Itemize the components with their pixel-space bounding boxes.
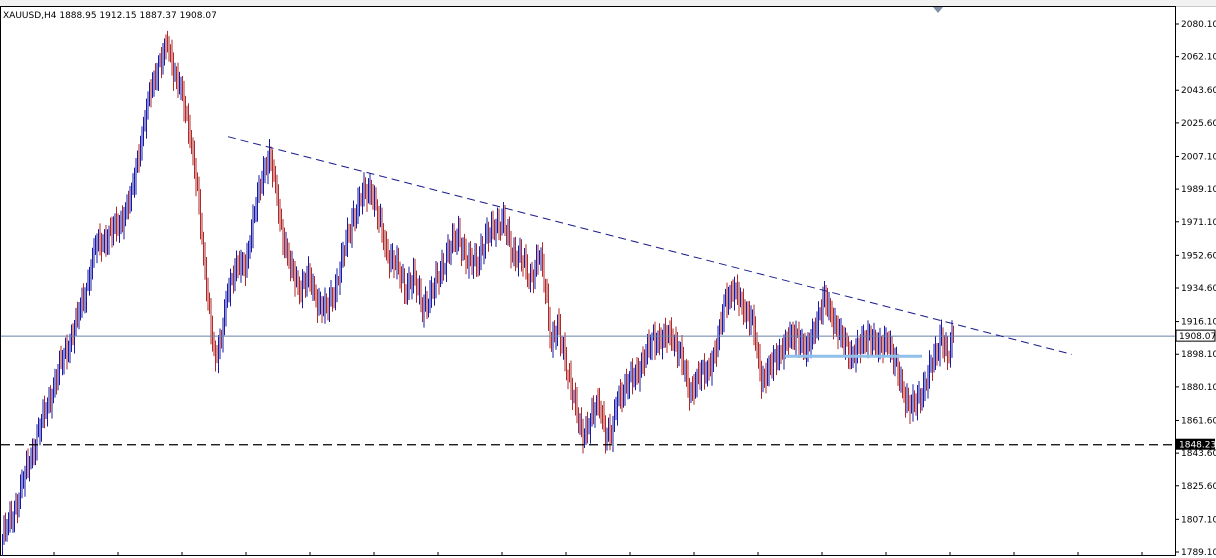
price-tick-label: 1861.60: [1181, 416, 1216, 426]
price-tick-label: 1807.10: [1181, 515, 1216, 525]
price-tick-label: 1916.10: [1181, 318, 1216, 328]
candles-group: [2, 30, 954, 556]
support-price-flag: [1176, 438, 1215, 450]
price-tick-label: 2007.10: [1181, 152, 1216, 162]
plot-frame: [0, 6, 1176, 556]
symbol-ohlc-header: XAUUSD,H4 1888.95 1912.15 1887.37 1908.0…: [3, 11, 217, 21]
price-tick-label: 2043.60: [1181, 86, 1216, 96]
price-tick-label: 2080.10: [1181, 20, 1216, 30]
time-axis-ticks: [53, 552, 1143, 555]
current-price-flag: [1175, 329, 1216, 342]
price-axis[interactable]: 2080.10 2062.10 2043.60 2025.60 2007.10 1989.…: [1175, 20, 1216, 558]
price-tick-label: 1880.10: [1181, 383, 1216, 393]
price-tick-label: 1825.60: [1181, 482, 1216, 492]
price-tick-label: 1789.10: [1181, 548, 1216, 558]
price-tick-label: 1898.10: [1181, 350, 1216, 360]
price-tick-label: 1934.60: [1181, 284, 1216, 294]
price-tick-label: 2062.10: [1181, 53, 1216, 63]
price-tick-label: 1971.10: [1181, 218, 1216, 228]
price-tick-label: 1989.10: [1181, 185, 1216, 195]
support-price-label: 1848.23: [1179, 441, 1216, 451]
price-tick-label: 2025.60: [1181, 119, 1216, 129]
scroll-marker-icon[interactable]: [933, 7, 943, 13]
current-price-label: 1908.07: [1179, 332, 1216, 342]
price-tick-label: 1843.60: [1181, 449, 1216, 459]
overlays-group: [1, 136, 1175, 446]
descending-trendline[interactable]: [227, 136, 1073, 355]
price-tick-label: 1952.60: [1181, 251, 1216, 261]
